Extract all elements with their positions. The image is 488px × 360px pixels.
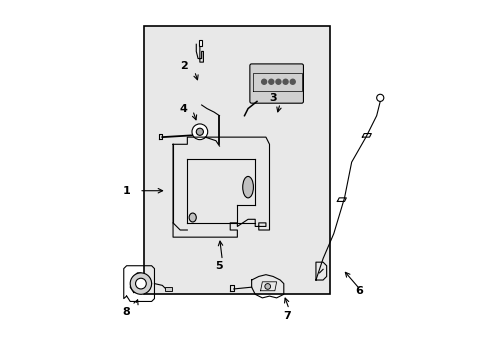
Circle shape xyxy=(130,273,151,294)
Bar xyxy=(165,287,171,292)
Text: 5: 5 xyxy=(215,261,223,271)
Bar xyxy=(144,26,329,294)
Text: 4: 4 xyxy=(180,104,187,113)
Circle shape xyxy=(268,79,273,84)
Circle shape xyxy=(376,94,383,102)
Circle shape xyxy=(275,79,281,84)
Bar xyxy=(198,40,202,46)
Circle shape xyxy=(196,128,203,135)
Text: 8: 8 xyxy=(122,307,130,317)
Circle shape xyxy=(290,79,295,84)
Circle shape xyxy=(261,79,266,84)
Circle shape xyxy=(283,79,287,84)
Circle shape xyxy=(135,278,146,289)
Ellipse shape xyxy=(242,176,253,198)
Text: 1: 1 xyxy=(122,186,130,196)
Circle shape xyxy=(264,284,270,289)
Text: 6: 6 xyxy=(354,286,362,296)
Circle shape xyxy=(192,124,207,140)
Text: 2: 2 xyxy=(180,61,187,71)
Text: 7: 7 xyxy=(283,311,291,321)
Ellipse shape xyxy=(189,213,196,222)
FancyBboxPatch shape xyxy=(249,64,303,103)
Text: 3: 3 xyxy=(269,93,276,103)
